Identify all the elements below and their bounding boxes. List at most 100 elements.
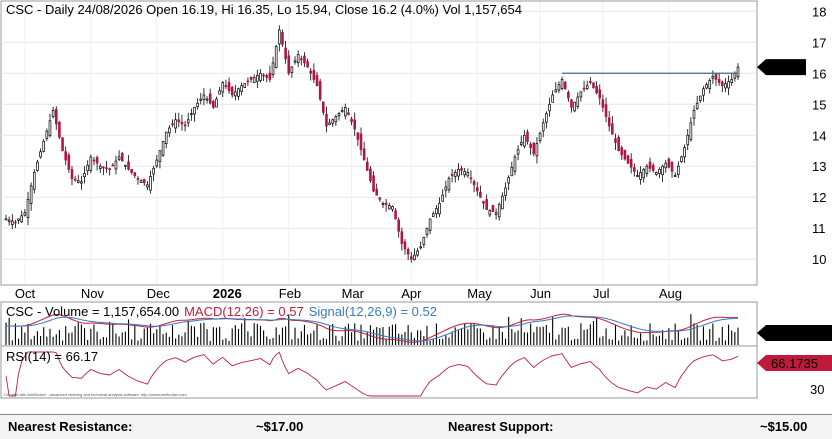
candle-body: [491, 204, 495, 213]
candle-body: [67, 154, 71, 170]
candle-body: [303, 55, 306, 64]
candle-body: [365, 161, 369, 171]
candle-body: [369, 168, 372, 182]
candle-body: [152, 167, 155, 175]
candle-body: [149, 176, 152, 191]
candle-body: [397, 219, 400, 232]
candle-body: [431, 213, 435, 217]
candle-body: [83, 173, 86, 178]
candle-body: [14, 221, 17, 224]
candle-body: [51, 110, 55, 117]
candle-body: [215, 98, 218, 108]
candle-body: [359, 133, 363, 151]
candle-body: [190, 113, 193, 115]
candle-body: [570, 99, 573, 108]
x-tick-label: Feb: [279, 286, 301, 301]
candle-body: [325, 113, 328, 127]
y-tick-label: 11: [812, 221, 826, 236]
y-tick-label: 13: [812, 159, 826, 174]
resistance-label: Nearest Resistance:: [8, 419, 133, 434]
candle-body: [58, 121, 61, 138]
candle-body: [356, 132, 360, 140]
candle-body: [127, 161, 130, 170]
candle-body: [230, 86, 234, 96]
candle-body: [120, 153, 124, 162]
candle-body: [290, 66, 294, 73]
chart-title: CSC - Daily 24/08/2026 Open 16.19, Hi 16…: [6, 2, 522, 17]
candle-body: [733, 72, 737, 79]
signal-label: Signal(12,26,9) = 0.52: [309, 304, 437, 319]
candle-body: [240, 85, 243, 92]
candle-body: [582, 87, 586, 90]
candle-body: [460, 168, 463, 171]
candle-body: [98, 165, 102, 169]
x-tick-label: Jul: [593, 286, 610, 301]
candle-body: [438, 203, 441, 215]
x-tick-label: Mar: [342, 286, 365, 301]
candle-body: [39, 151, 42, 158]
candle-body: [108, 168, 111, 170]
candle-body: [70, 169, 74, 179]
candle-body: [695, 102, 699, 109]
candle-body: [592, 82, 595, 89]
candle-body: [340, 110, 344, 113]
candle-body: [736, 66, 740, 78]
candle-body: [384, 202, 388, 205]
candle-body: [322, 101, 325, 113]
candle-body: [394, 210, 397, 220]
rsi-label: RSI(14) = 66.17: [6, 349, 98, 364]
y-tick-label: 17: [812, 35, 826, 50]
price-pane: [0, 0, 758, 286]
candle-body: [259, 72, 262, 81]
candle-body: [519, 142, 523, 145]
candle-body: [45, 130, 49, 139]
candle-body: [205, 98, 209, 101]
x-tick-label: Nov: [81, 286, 105, 301]
candle-body: [168, 127, 171, 134]
candle-body: [400, 231, 404, 245]
candle-body: [485, 199, 488, 210]
candle-body: [76, 180, 80, 183]
candle-body: [353, 119, 357, 130]
candle-body: [17, 218, 20, 221]
candle-body: [381, 203, 385, 205]
candle-body: [86, 164, 89, 172]
candle-body: [155, 159, 159, 167]
volume-label: CSC - Volume = 1,157,654.00: [6, 304, 179, 319]
candles: [4, 25, 740, 263]
candle-body: [670, 161, 674, 172]
candle-body: [403, 241, 407, 250]
candle-body: [551, 94, 554, 103]
candle-body: [425, 227, 429, 236]
candle-body: [193, 107, 196, 115]
candle-body: [136, 178, 140, 180]
candle-body: [105, 167, 108, 170]
candle-body: [177, 119, 181, 123]
candle-body: [661, 165, 664, 176]
candle-body: [645, 165, 649, 174]
candle-body: [89, 156, 93, 171]
candle-body: [620, 147, 624, 156]
candle-body: [409, 256, 413, 260]
candle-body: [651, 165, 655, 171]
candle-body: [658, 168, 661, 174]
candle-body: [708, 80, 712, 89]
candle-body: [271, 62, 275, 75]
candle-body: [623, 149, 627, 160]
candle-body: [387, 205, 391, 210]
candle-body: [689, 122, 693, 140]
candle-body: [23, 212, 27, 216]
candle-body: [538, 132, 542, 142]
candle-body: [541, 122, 545, 132]
candle-body: [183, 124, 187, 127]
candle-body: [686, 134, 690, 146]
candle-body: [419, 246, 422, 249]
candle-body: [526, 131, 529, 142]
candle-body: [309, 70, 313, 74]
y-tick-label: 14: [812, 128, 826, 143]
candle-body: [296, 54, 300, 64]
candle-body: [705, 84, 708, 89]
candle-body: [196, 102, 199, 108]
candle-body: [413, 254, 416, 260]
candle-body: [702, 88, 705, 96]
